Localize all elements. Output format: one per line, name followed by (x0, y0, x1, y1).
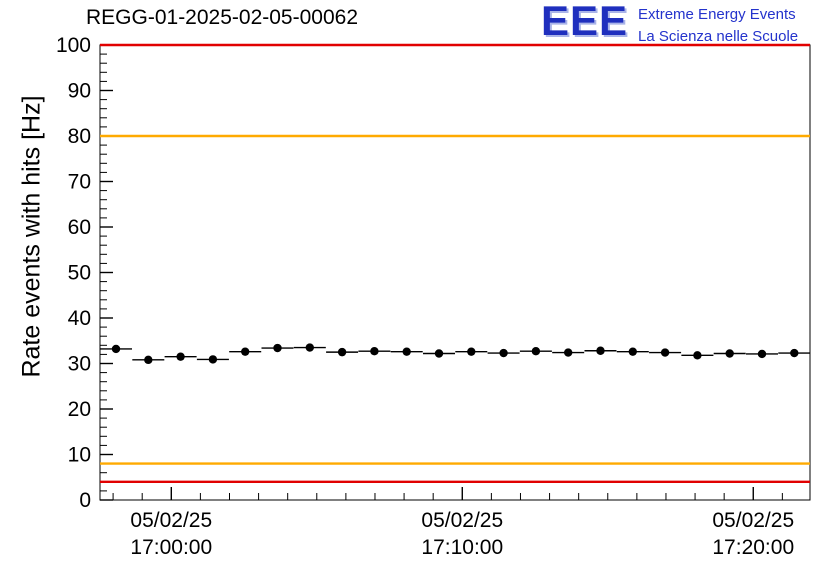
y-tick-label: 40 (68, 307, 91, 330)
data-point (499, 348, 508, 358)
y-tick-label: 20 (68, 398, 91, 421)
data-point (370, 347, 379, 356)
plot-frame (99, 44, 811, 501)
y-tick-label: 10 (68, 444, 91, 467)
data-point (596, 346, 605, 355)
x-tick-date: 05/02/25 (421, 509, 503, 532)
data-point (693, 351, 702, 360)
y-tick-label: 0 (79, 489, 91, 512)
data-point (531, 347, 541, 356)
eee-logo-text: EEE (541, 0, 629, 44)
y-axis: 0 10 20 30 40 50 60 70 80 90 100 (56, 34, 113, 512)
data-point (402, 347, 411, 356)
data-point (434, 349, 444, 358)
data-point (628, 347, 637, 356)
x-tick-time: 17:10:00 (421, 536, 503, 559)
data-point (144, 355, 153, 365)
eee-logo: EEE Extreme Energy Events La Scienza nel… (541, 0, 798, 48)
data-point (176, 352, 185, 361)
eee-logo-subtitle: Extreme Energy Events La Scienza nelle S… (638, 1, 798, 48)
plot-title: REGG-01-2025-02-05-00062 (86, 6, 358, 29)
data-point (273, 343, 282, 353)
data-point (337, 347, 347, 357)
data-point (305, 343, 314, 352)
data-point (208, 355, 218, 364)
data-point (725, 349, 734, 358)
data-point (241, 347, 250, 356)
data-point (757, 349, 767, 359)
x-axis: 05/02/25 17:00:00 05/02/25 17:10:00 05/02/25… (112, 487, 794, 559)
y-tick-label: 50 (68, 262, 91, 285)
y-tick-label: 70 (68, 171, 91, 194)
x-tick-date: 05/02/25 (130, 509, 212, 532)
y-tick-label: 30 (68, 353, 91, 376)
data-series (100, 343, 811, 365)
data-point (660, 348, 670, 357)
data-point (111, 344, 121, 354)
data-point (563, 348, 573, 357)
eee-logo-line1: Extreme Energy Events (638, 6, 796, 23)
x-tick-time: 17:20:00 (712, 536, 794, 559)
y-tick-label: 60 (68, 216, 91, 239)
data-point (790, 348, 799, 358)
data-point (467, 347, 476, 356)
x-tick-date: 05/02/25 (712, 509, 794, 532)
y-tick-label: 100 (56, 34, 91, 57)
eee-logo-line2: La Scienza nelle Scuole (638, 27, 799, 45)
x-tick-time: 17:00:00 (130, 536, 212, 559)
y-tick-label: 90 (68, 80, 91, 103)
y-tick-label: 80 (68, 125, 91, 148)
